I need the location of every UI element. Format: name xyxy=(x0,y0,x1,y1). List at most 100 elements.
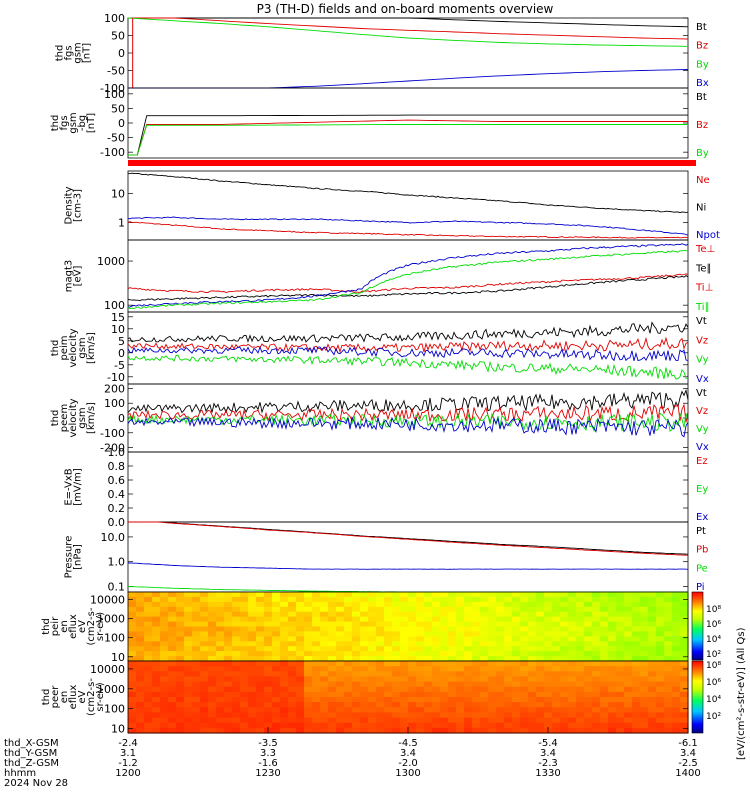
spectrogram-cell xyxy=(200,596,209,603)
spectrogram-cell xyxy=(664,621,673,628)
spectrogram-cell xyxy=(432,641,441,647)
spectrogram-cell xyxy=(616,676,625,683)
spectrogram-cell xyxy=(520,646,529,652)
spectrogram-cell xyxy=(272,631,281,637)
spectrogram-cell xyxy=(280,641,289,647)
spectrogram-cell xyxy=(352,707,361,713)
y-tick-label: 10000 xyxy=(90,594,125,607)
spectrogram-cell xyxy=(568,596,577,603)
spectrogram-cell xyxy=(440,631,449,637)
spectrogram-cell xyxy=(656,636,665,642)
spectrogram-cell xyxy=(144,697,153,703)
spectrogram-cell xyxy=(616,666,625,672)
spectrogram-cell xyxy=(456,606,465,613)
spectrogram-cell xyxy=(432,681,441,688)
spectrogram-cell xyxy=(448,596,457,603)
spectrogram-cell xyxy=(640,666,649,672)
y-axis-label: [nPa] xyxy=(73,544,84,570)
spectrogram-cell xyxy=(432,697,441,703)
spectrogram-cell xyxy=(280,727,289,734)
spectrogram-cell xyxy=(224,646,233,652)
spectrogram-cell xyxy=(528,626,537,632)
spectrogram-cell xyxy=(576,671,585,677)
spectrogram-cell xyxy=(192,651,201,657)
spectrogram-cell xyxy=(208,661,217,667)
spectrogram-cell xyxy=(256,712,265,719)
spectrogram-cell xyxy=(224,651,233,657)
spectrogram-cell xyxy=(560,686,569,693)
spectrogram-cell xyxy=(656,611,665,618)
spectrogram-cell xyxy=(528,676,537,683)
spectrogram-cell xyxy=(200,691,209,698)
spectrogram-cell xyxy=(368,681,377,688)
spectrogram-cell xyxy=(576,631,585,637)
spectrogram-cell xyxy=(280,606,289,613)
spectrogram-cell xyxy=(632,616,641,623)
spectrogram-cell xyxy=(288,686,297,693)
spectrogram-cell xyxy=(624,671,633,677)
spectrogram-cell xyxy=(376,592,385,598)
spectrogram-cell xyxy=(616,712,625,719)
spectrogram-cell xyxy=(568,697,577,703)
spectrogram-cell xyxy=(368,691,377,698)
y-axis-label: peim xyxy=(59,335,70,360)
spectrogram-cell xyxy=(352,601,361,608)
spectrogram-cell xyxy=(280,631,289,637)
spectrogram-cell xyxy=(168,676,177,683)
spectrogram-cell xyxy=(168,616,177,623)
spectrogram-cell xyxy=(272,616,281,623)
spectrogram-cell xyxy=(536,611,545,618)
spectrogram-cell xyxy=(216,656,225,662)
spectrogram-cell xyxy=(680,621,689,628)
spectrogram-cell xyxy=(624,697,633,703)
spectrogram-cell xyxy=(560,661,569,667)
spectrogram-cell xyxy=(264,596,273,603)
spectrogram-cell xyxy=(400,601,409,608)
spectrogram-cell xyxy=(128,681,137,688)
spectrogram-cell xyxy=(144,717,153,724)
spectrogram-cell xyxy=(616,656,625,662)
spectrogram-cell xyxy=(536,601,545,608)
spectrogram-cell xyxy=(576,712,585,719)
spectrogram-cell xyxy=(600,626,609,632)
spectrogram-cell xyxy=(544,702,553,708)
spectrogram-cell xyxy=(640,727,649,734)
spectrogram-cell xyxy=(328,596,337,603)
spectrogram-cell xyxy=(472,727,481,734)
spectrogram-cell xyxy=(648,686,657,693)
spectrogram-cell xyxy=(232,702,241,708)
spectrogram-cell xyxy=(200,601,209,608)
spectrogram-cell xyxy=(272,722,281,729)
spectrogram-cell xyxy=(496,691,505,698)
spectrogram-cell xyxy=(656,641,665,647)
spectrogram-cell xyxy=(336,727,345,734)
spectrogram-cell xyxy=(240,626,249,632)
spectrogram-cell xyxy=(400,666,409,672)
spectrogram-cell xyxy=(672,676,681,683)
spectrogram-cell xyxy=(400,686,409,693)
spectrogram-cell xyxy=(304,611,313,618)
spectrogram-cell xyxy=(304,601,313,608)
spectrogram-cell xyxy=(480,621,489,628)
spectrogram-cell xyxy=(304,676,313,683)
legend-label: Ti∥ xyxy=(695,302,710,313)
spectrogram-cell xyxy=(368,712,377,719)
spectrogram-cell xyxy=(224,621,233,628)
spectrogram-cell xyxy=(496,592,505,598)
spectrogram-cell xyxy=(472,626,481,632)
y-axis-label: gsm xyxy=(73,42,84,63)
spectrogram-cell xyxy=(368,727,377,734)
spectrogram-cell xyxy=(384,671,393,677)
spectrogram-cell xyxy=(152,631,161,637)
spectrogram-cell xyxy=(216,611,225,618)
spectrogram-cell xyxy=(672,697,681,703)
spectrogram-cell xyxy=(384,712,393,719)
spectrogram-cell xyxy=(320,641,329,647)
y-tick-label: -100 xyxy=(100,146,125,159)
spectrogram-cell xyxy=(448,631,457,637)
spectrogram-cell xyxy=(552,592,561,598)
spectrogram-cell xyxy=(128,636,137,642)
spectrogram-cell xyxy=(288,636,297,642)
spectrogram-cell xyxy=(552,697,561,703)
